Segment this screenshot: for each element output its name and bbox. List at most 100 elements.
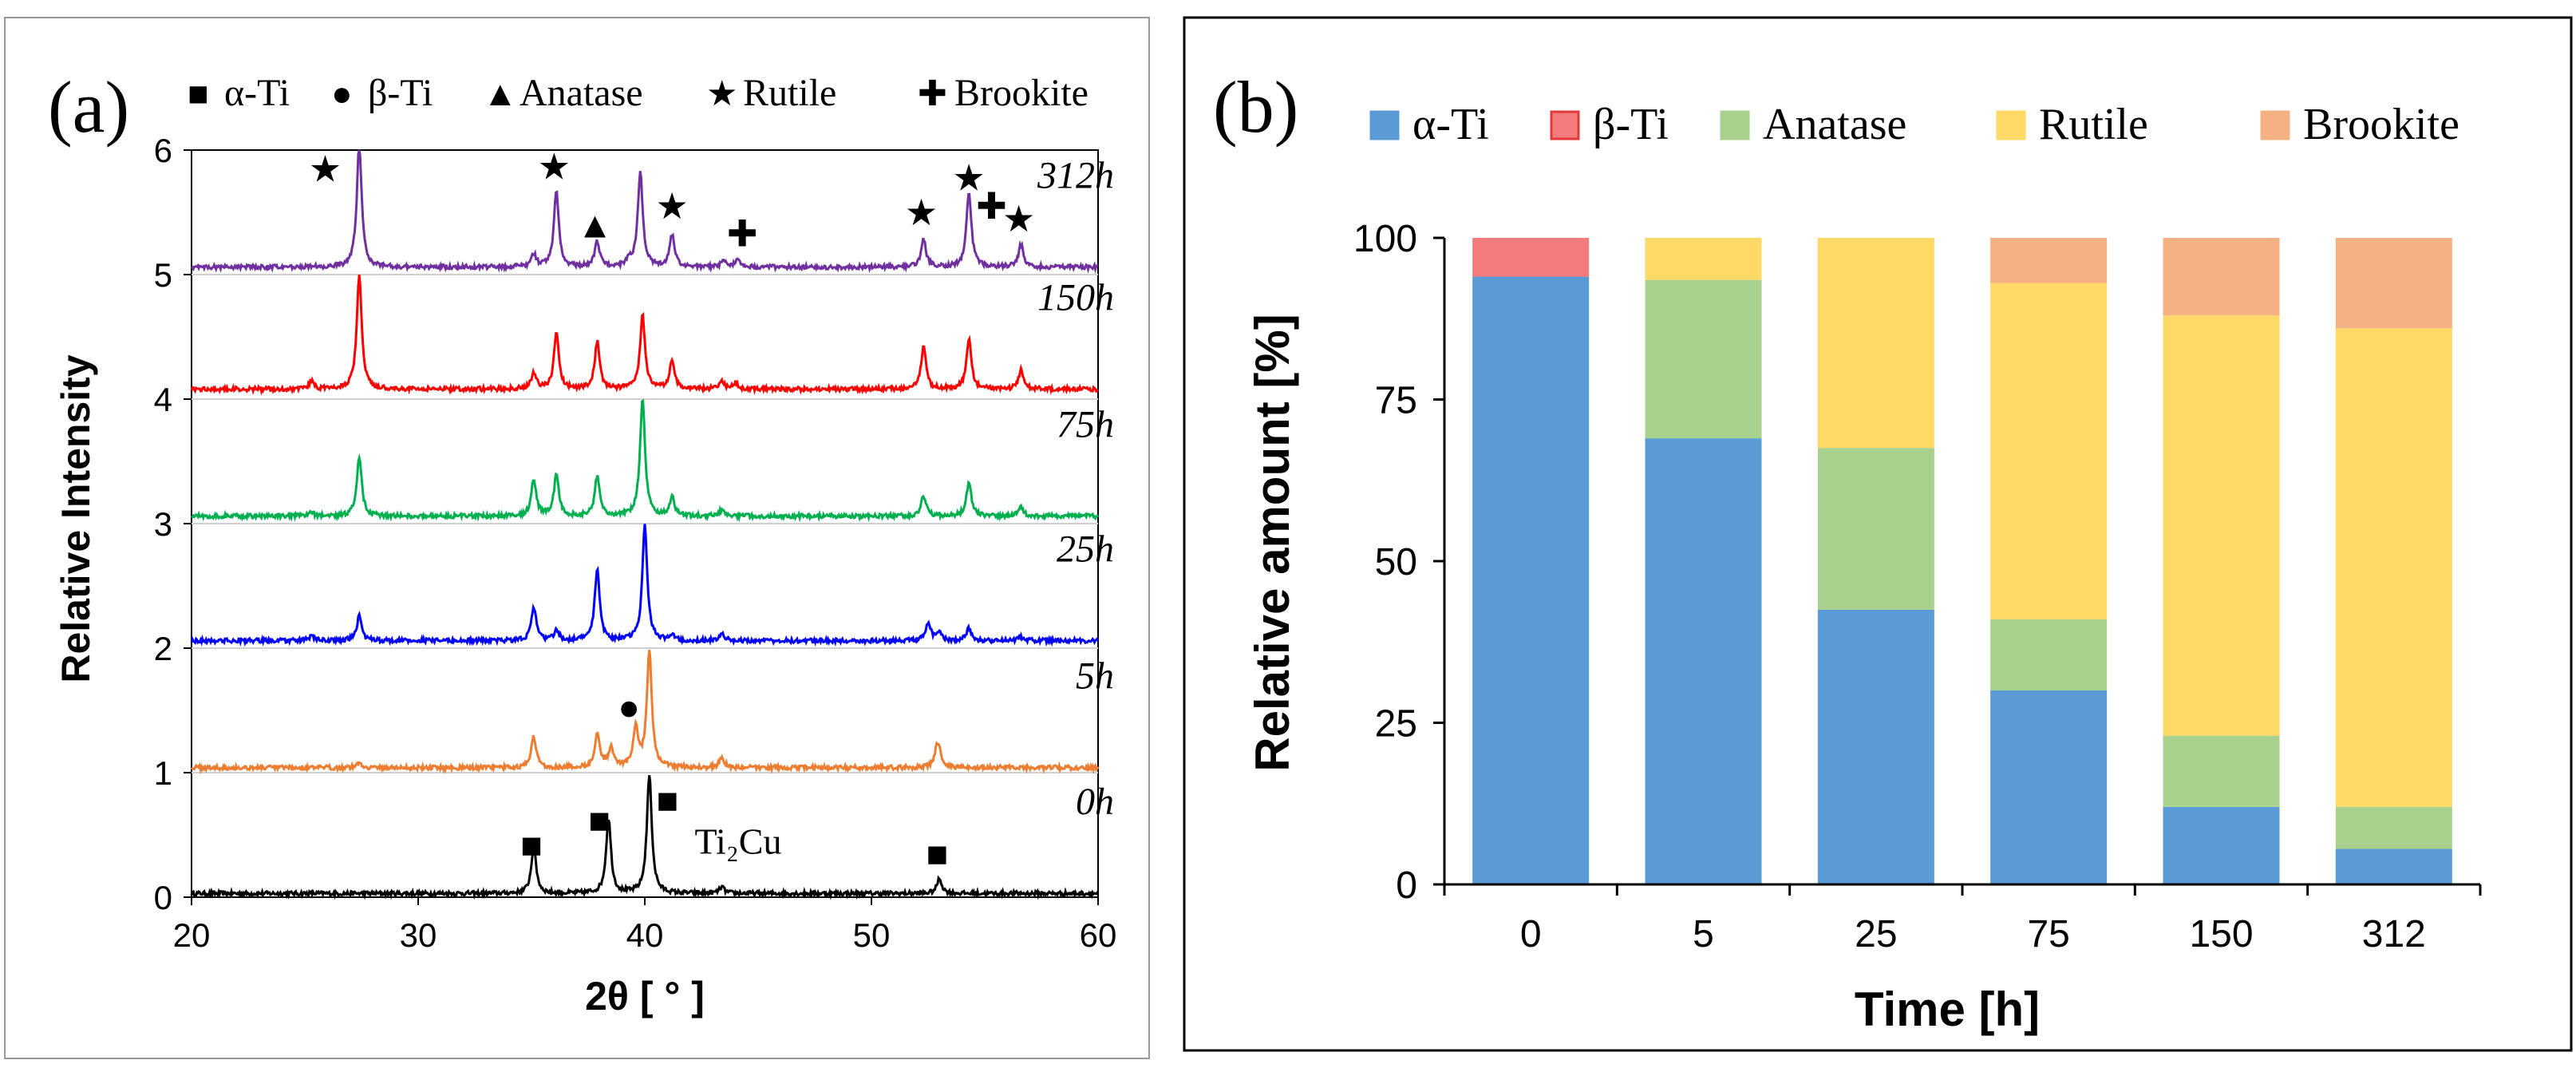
panel-a-frame xyxy=(4,17,1150,1059)
a-y-tick-label: 6 xyxy=(154,132,172,169)
a-series-line-312h xyxy=(190,149,1099,275)
a-annotation-marker: ■ xyxy=(657,779,679,821)
panel-a-legend: ■ α-Ti ● β-Ti ▲ Anatase ★ Rutile ✚ Brookite xyxy=(188,72,1088,114)
b-y-tick-label: 100 xyxy=(1353,218,1417,260)
bar-segment-Rutile-75 xyxy=(1990,283,2108,619)
panel-a-label: (a) xyxy=(48,66,129,148)
a-annotation-marker: ▲ xyxy=(577,204,614,246)
a-series-line-75h xyxy=(190,398,1100,523)
a-annotation-marker: ✚ xyxy=(976,185,1007,227)
bar-segment-α-Ti-75 xyxy=(1990,690,2108,884)
a-series-line-150h xyxy=(190,275,1099,396)
a-annotation-marker: ★ xyxy=(655,185,688,227)
b-legend-label: β-Ti xyxy=(1593,100,1669,149)
a-annotation-marker: ■ xyxy=(588,799,610,841)
b-x-tick-label: 5 xyxy=(1693,913,1714,955)
a-x-tick-label: 30 xyxy=(400,916,437,954)
a-series-line-25h xyxy=(190,524,1100,647)
a-y-tick-label: 2 xyxy=(154,630,172,667)
a-y-tick-label: 3 xyxy=(154,505,172,543)
a-annotation-marker: ● xyxy=(618,686,640,727)
panel-b-x-axis-label: Time [h] xyxy=(1855,983,2040,1036)
b-y-tick-label: 75 xyxy=(1375,380,1417,422)
a-legend-label: α-Ti xyxy=(224,72,290,114)
a-annotation-marker: ■ xyxy=(520,824,543,865)
a-annotation-marker: ★ xyxy=(309,148,342,189)
a-legend-symbol: ● xyxy=(331,74,353,113)
bar-segment-α-Ti-0 xyxy=(1472,276,1590,885)
a-annotation-marker: ★ xyxy=(538,145,571,187)
b-x-tick-label: 0 xyxy=(1520,913,1542,955)
a-series-label: 150h xyxy=(1037,276,1114,318)
a-legend-label: Rutile xyxy=(743,72,836,114)
b-legend-swatch xyxy=(1720,110,1750,140)
panel-a-gridlines xyxy=(192,274,1098,773)
bar-segment-Rutile-5 xyxy=(1645,238,1762,280)
a-series-label: 5h xyxy=(1076,655,1114,698)
a-annotation-marker: ★ xyxy=(1002,198,1035,239)
a-annotation-marker: ✚ xyxy=(727,213,758,255)
bar-segment-Brookite-150 xyxy=(2163,238,2280,316)
bar-segment-Anatase-75 xyxy=(1990,619,2108,690)
b-legend-swatch xyxy=(1369,110,1400,140)
panel-b-legend: α-Ti β-Ti Anatase Rutile Brookite xyxy=(1369,100,2459,149)
a-annotation-ti2cu: Ti₂Cu xyxy=(694,821,781,861)
panel-a-y-axis-label: Relative Intensity xyxy=(53,354,98,682)
b-y-tick-label: 50 xyxy=(1375,541,1417,583)
a-x-tick-label: 40 xyxy=(626,916,664,954)
a-series-label: 25h xyxy=(1057,528,1114,570)
a-y-tick-label: 4 xyxy=(154,381,172,418)
b-y-tick-label: 0 xyxy=(1396,864,1417,907)
bar-segment-Anatase-5 xyxy=(1645,279,1762,439)
panel-a: (a) ■ α-Ti ● β-Ti ▲ Anatase ★ Rutile ✚ Brookite 0… xyxy=(4,17,1150,1059)
a-y-tick-label: 0 xyxy=(154,879,172,916)
b-legend-label: Brookite xyxy=(2303,100,2459,149)
bar-segment-α-Ti-25 xyxy=(1817,609,1934,884)
b-legend-swatch xyxy=(1550,110,1580,140)
panel-a-series: 0h 5h 25h 75h 150h 312h xyxy=(190,149,1114,900)
b-legend-label: α-Ti xyxy=(1412,100,1489,149)
panel-b-bars xyxy=(1472,238,2452,885)
a-legend-symbol: ▲ xyxy=(483,74,518,113)
panel-a-x-axis-label: 2θ [ ° ] xyxy=(585,974,705,1019)
a-legend-label: Brookite xyxy=(954,72,1088,114)
b-x-tick-label: 150 xyxy=(2189,913,2253,955)
panel-a-annotations: ★ ★▲ ★✚★★✚★●■■ ■■Ti₂Cu xyxy=(309,145,1035,874)
a-legend-symbol: ✚ xyxy=(918,74,947,113)
a-y-tick-label: 1 xyxy=(154,754,172,792)
a-x-tick-label: 20 xyxy=(173,916,211,954)
a-x-tick-label: 50 xyxy=(853,916,891,954)
bar-segment-Rutile-25 xyxy=(1817,238,1934,449)
bar-segment-α-Ti-150 xyxy=(2163,806,2280,884)
bar-segment-α-Ti-5 xyxy=(1645,438,1762,884)
b-legend-swatch xyxy=(1996,110,2026,140)
b-y-tick-label: 25 xyxy=(1375,703,1417,746)
a-series-line-0h xyxy=(190,775,1100,900)
b-x-tick-label: 75 xyxy=(2027,913,2069,955)
a-legend-label: β-Ti xyxy=(368,72,433,114)
bar-segment-Anatase-150 xyxy=(2163,735,2280,807)
a-y-tick-label: 5 xyxy=(154,256,172,294)
panel-b-label: (b) xyxy=(1213,66,1298,148)
bar-segment-Brookite-75 xyxy=(1990,238,2108,283)
bar-segment-Brookite-312 xyxy=(2335,238,2452,329)
a-annotation-marker: ■ xyxy=(926,833,948,874)
b-x-tick-label: 25 xyxy=(1855,913,1897,955)
a-annotation-marker: ★ xyxy=(952,156,985,198)
a-series-label: 312h xyxy=(1037,154,1114,196)
bar-segment-β-Ti-0 xyxy=(1472,238,1590,277)
bar-segment-Anatase-25 xyxy=(1817,448,1934,610)
b-legend-swatch xyxy=(2260,110,2290,140)
a-legend-symbol: ★ xyxy=(706,74,737,113)
b-legend-label: Rutile xyxy=(2039,100,2148,149)
a-series-label: 0h xyxy=(1076,781,1114,823)
a-annotation-marker: ★ xyxy=(905,192,938,233)
bar-segment-Rutile-150 xyxy=(2163,315,2280,736)
panel-b-y-axis-label: Relative amount [%] xyxy=(1246,314,1299,771)
a-series-label: 75h xyxy=(1057,403,1114,445)
bar-segment-α-Ti-312 xyxy=(2335,848,2452,884)
b-x-tick-label: 312 xyxy=(2362,913,2426,955)
bar-segment-Anatase-312 xyxy=(2335,806,2452,849)
a-x-tick-label: 60 xyxy=(1080,916,1117,954)
